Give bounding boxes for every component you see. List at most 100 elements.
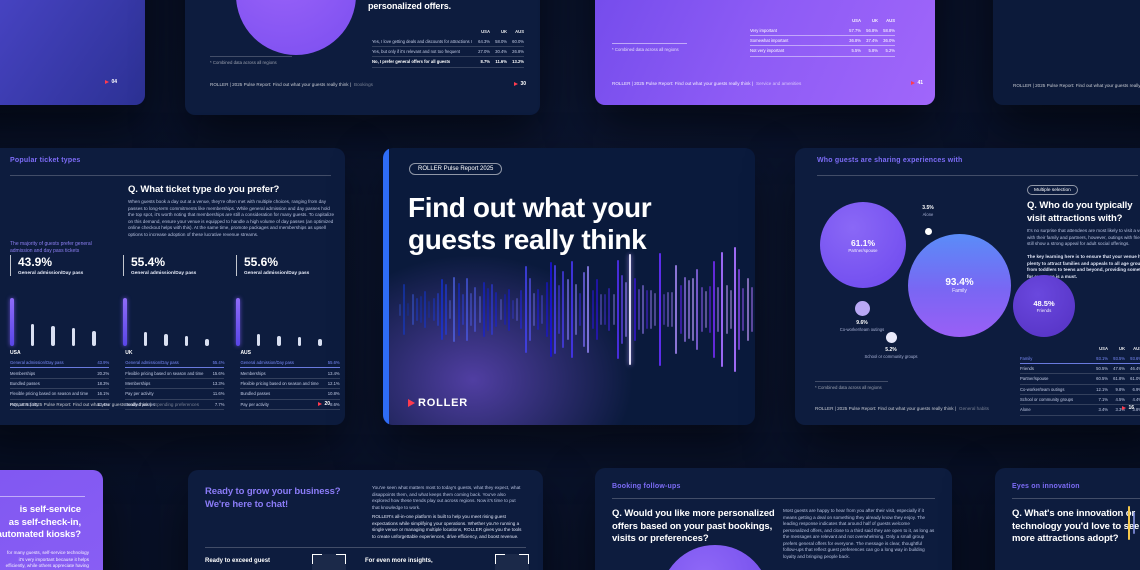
wave-bar (407, 303, 410, 316)
footnote-divider (210, 56, 292, 57)
table-row: Yes, but only if it's relevant and not t… (372, 47, 524, 58)
slide-top-left: 04 (0, 0, 145, 105)
wave-bar (692, 277, 695, 342)
chart-bar (277, 335, 281, 346)
wave-bar (725, 284, 728, 335)
slide-sharing: Who guests are sharing experiences with … (795, 148, 1140, 425)
wave-bar (583, 271, 586, 348)
table-row: Flexible pricing based on season and tim… (125, 368, 225, 379)
table-row: Memberships 20.2% (10, 368, 110, 379)
wave-bar (570, 261, 573, 358)
wave-bar (587, 265, 590, 354)
wave-bar (453, 276, 456, 343)
cta-heading: Ready to grow your business? We're here … (205, 486, 341, 510)
header-divider (0, 496, 85, 497)
wave-bar (696, 268, 699, 351)
wave-bar (662, 293, 665, 326)
table-row: Memberships 13.3% (125, 379, 225, 390)
page-number: 41 (911, 80, 923, 86)
table-row: No, I prefer general offers for all gues… (372, 57, 524, 68)
table-row: Pay per activity 13.4% (10, 400, 110, 410)
wave-bar (499, 298, 502, 321)
charts-row (10, 298, 333, 346)
wave-bar (558, 285, 561, 334)
chart-bar (205, 339, 209, 346)
slide-footer: ROLLER | 2025 Pulse Report: Find out wha… (612, 80, 923, 86)
chart-bar (297, 336, 301, 346)
wave-bar (549, 262, 552, 357)
wave-bar (524, 266, 527, 353)
bar-chart-usa (10, 298, 107, 346)
page-number: 04 (105, 79, 117, 85)
chart-bar (30, 323, 34, 346)
wave-bar (629, 254, 632, 365)
wave-bar (650, 290, 653, 329)
wave-bar (646, 290, 649, 329)
slide-footer: ROLLER | 2025 Pulse Report: Find out wha… (10, 401, 330, 407)
wave-bar (562, 271, 565, 348)
wave-bar (721, 252, 724, 367)
table-row: General admission/Day pass 55.4% (125, 358, 225, 369)
wave-bar (491, 284, 494, 335)
wave-bar (445, 283, 448, 336)
multiple-selection-badge: Multiple selection (1027, 185, 1078, 195)
table-header: USA UK AUS (1099, 346, 1140, 352)
wave-bar (411, 293, 414, 326)
table-row: Pay per activity 11.6% (125, 389, 225, 400)
table-row: General admission/Day pass 55.6% (240, 358, 340, 369)
wave-bar (687, 280, 690, 339)
slide-cta: Ready to grow your business? We're here … (188, 470, 543, 570)
wave-bar (495, 291, 498, 328)
wave-bar (620, 274, 623, 345)
question-title: Q. Would you like more personalized offe… (612, 508, 775, 545)
table-row: Flexible pricing based on season and tim… (10, 389, 110, 400)
wave-bar (403, 284, 406, 335)
side-note: The majority of guests prefer general ad… (10, 241, 92, 255)
table-row: Bundled passes 7.7% (125, 400, 225, 410)
qr-code-1 (312, 554, 346, 570)
header-divider (10, 175, 331, 176)
section-divider (205, 547, 526, 548)
wave-bar (440, 279, 443, 340)
qr-code-2 (495, 554, 529, 570)
chart-bar (164, 334, 168, 346)
wave-bar (608, 287, 611, 332)
wave-bar (591, 289, 594, 330)
bubble-alone (925, 228, 932, 235)
chart-bar (318, 338, 322, 346)
report-badge: ROLLER Pulse Report 2025 (409, 163, 503, 175)
bubble-school-label: 5.2% School or community groups (864, 347, 918, 359)
footnote-divider (612, 43, 687, 44)
bubble-family: 93.4% Family (908, 234, 1011, 337)
decorative-circle (660, 545, 770, 570)
wave-bar (604, 294, 607, 325)
bubble-coworker (855, 301, 870, 316)
region-table-aus: AUS General admission/Day pass 55.6% Membe… (240, 350, 340, 410)
wave-bar (470, 293, 473, 326)
region-table-uk: UK General admission/Day pass 55.4% Flexib… (125, 350, 225, 410)
section-label: Popular ticket types (10, 157, 81, 164)
wave-bar (553, 264, 556, 355)
wave-bar (449, 300, 452, 319)
slide-booking-followups: Booking follow-ups Q. Would you like mor… (595, 468, 952, 570)
cta-text-2: For even more insights, (365, 558, 433, 564)
chart-bar (184, 335, 188, 346)
stat-block: 55.6% General admission/Day pass (236, 255, 333, 276)
wave-bar (679, 285, 682, 334)
chart-bar (51, 326, 55, 346)
chevron-right-icon (514, 82, 519, 86)
wave-bar (461, 293, 464, 326)
page-number: 16 (1122, 405, 1134, 411)
wave-bar (600, 293, 602, 326)
question-title: Q. What ticket type do you prefer? (128, 184, 280, 195)
wave-bar (734, 246, 736, 373)
question-body: Most guests are happy to hear from you a… (783, 508, 935, 559)
footnote: * Combined data across all regions (612, 47, 679, 52)
stat-block: 43.9% General admission/Day pass (10, 255, 107, 276)
question-body: When guests book a day out at a venue, t… (128, 199, 335, 237)
section-label: Booking follow-ups (612, 483, 681, 490)
question-body-fragment: for many guests, self-service technology… (1, 550, 89, 570)
wave-bar (641, 284, 644, 335)
wave-bar (512, 300, 515, 319)
